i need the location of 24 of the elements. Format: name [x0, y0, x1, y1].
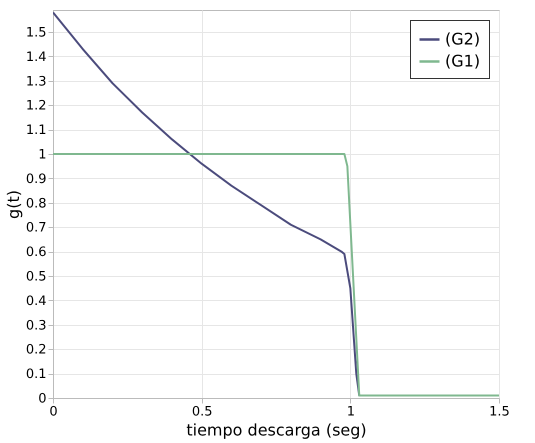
y-tick-label: 1.4: [26, 50, 46, 65]
x-tick-label: 0: [49, 404, 58, 420]
y-tick-label: 1.1: [26, 123, 46, 138]
y-tick-label: 0.1: [26, 367, 46, 382]
y-tick-label: 0: [38, 392, 46, 406]
x-tick-label: 1.5: [489, 404, 510, 420]
y-axis-title: g(t): [4, 190, 23, 219]
x-tick-label: 0.5: [192, 404, 213, 420]
legend-label: (G1): [445, 52, 480, 70]
y-tick-label: 1.5: [26, 25, 46, 40]
y-tick-label: 0.5: [26, 269, 46, 284]
y-tick-label: 1.2: [26, 98, 46, 114]
x-axis-title: tiempo descarga (seg): [186, 420, 367, 440]
y-tick-label: 0.8: [26, 196, 46, 212]
x-tick-label: 1: [346, 404, 355, 420]
y-tick-label: 0.4: [26, 294, 46, 309]
y-tick-label: 0.7: [26, 220, 46, 236]
y-tick-label: 0.3: [26, 318, 46, 334]
y-tick-label: 1.3: [26, 74, 46, 90]
legend-label: (G2): [445, 30, 480, 48]
y-tick-label: 0.9: [26, 172, 46, 187]
y-tick-label: 0.2: [26, 342, 46, 358]
y-tick-label: 0.6: [26, 245, 46, 260]
y-tick-label: 1: [38, 147, 46, 162]
